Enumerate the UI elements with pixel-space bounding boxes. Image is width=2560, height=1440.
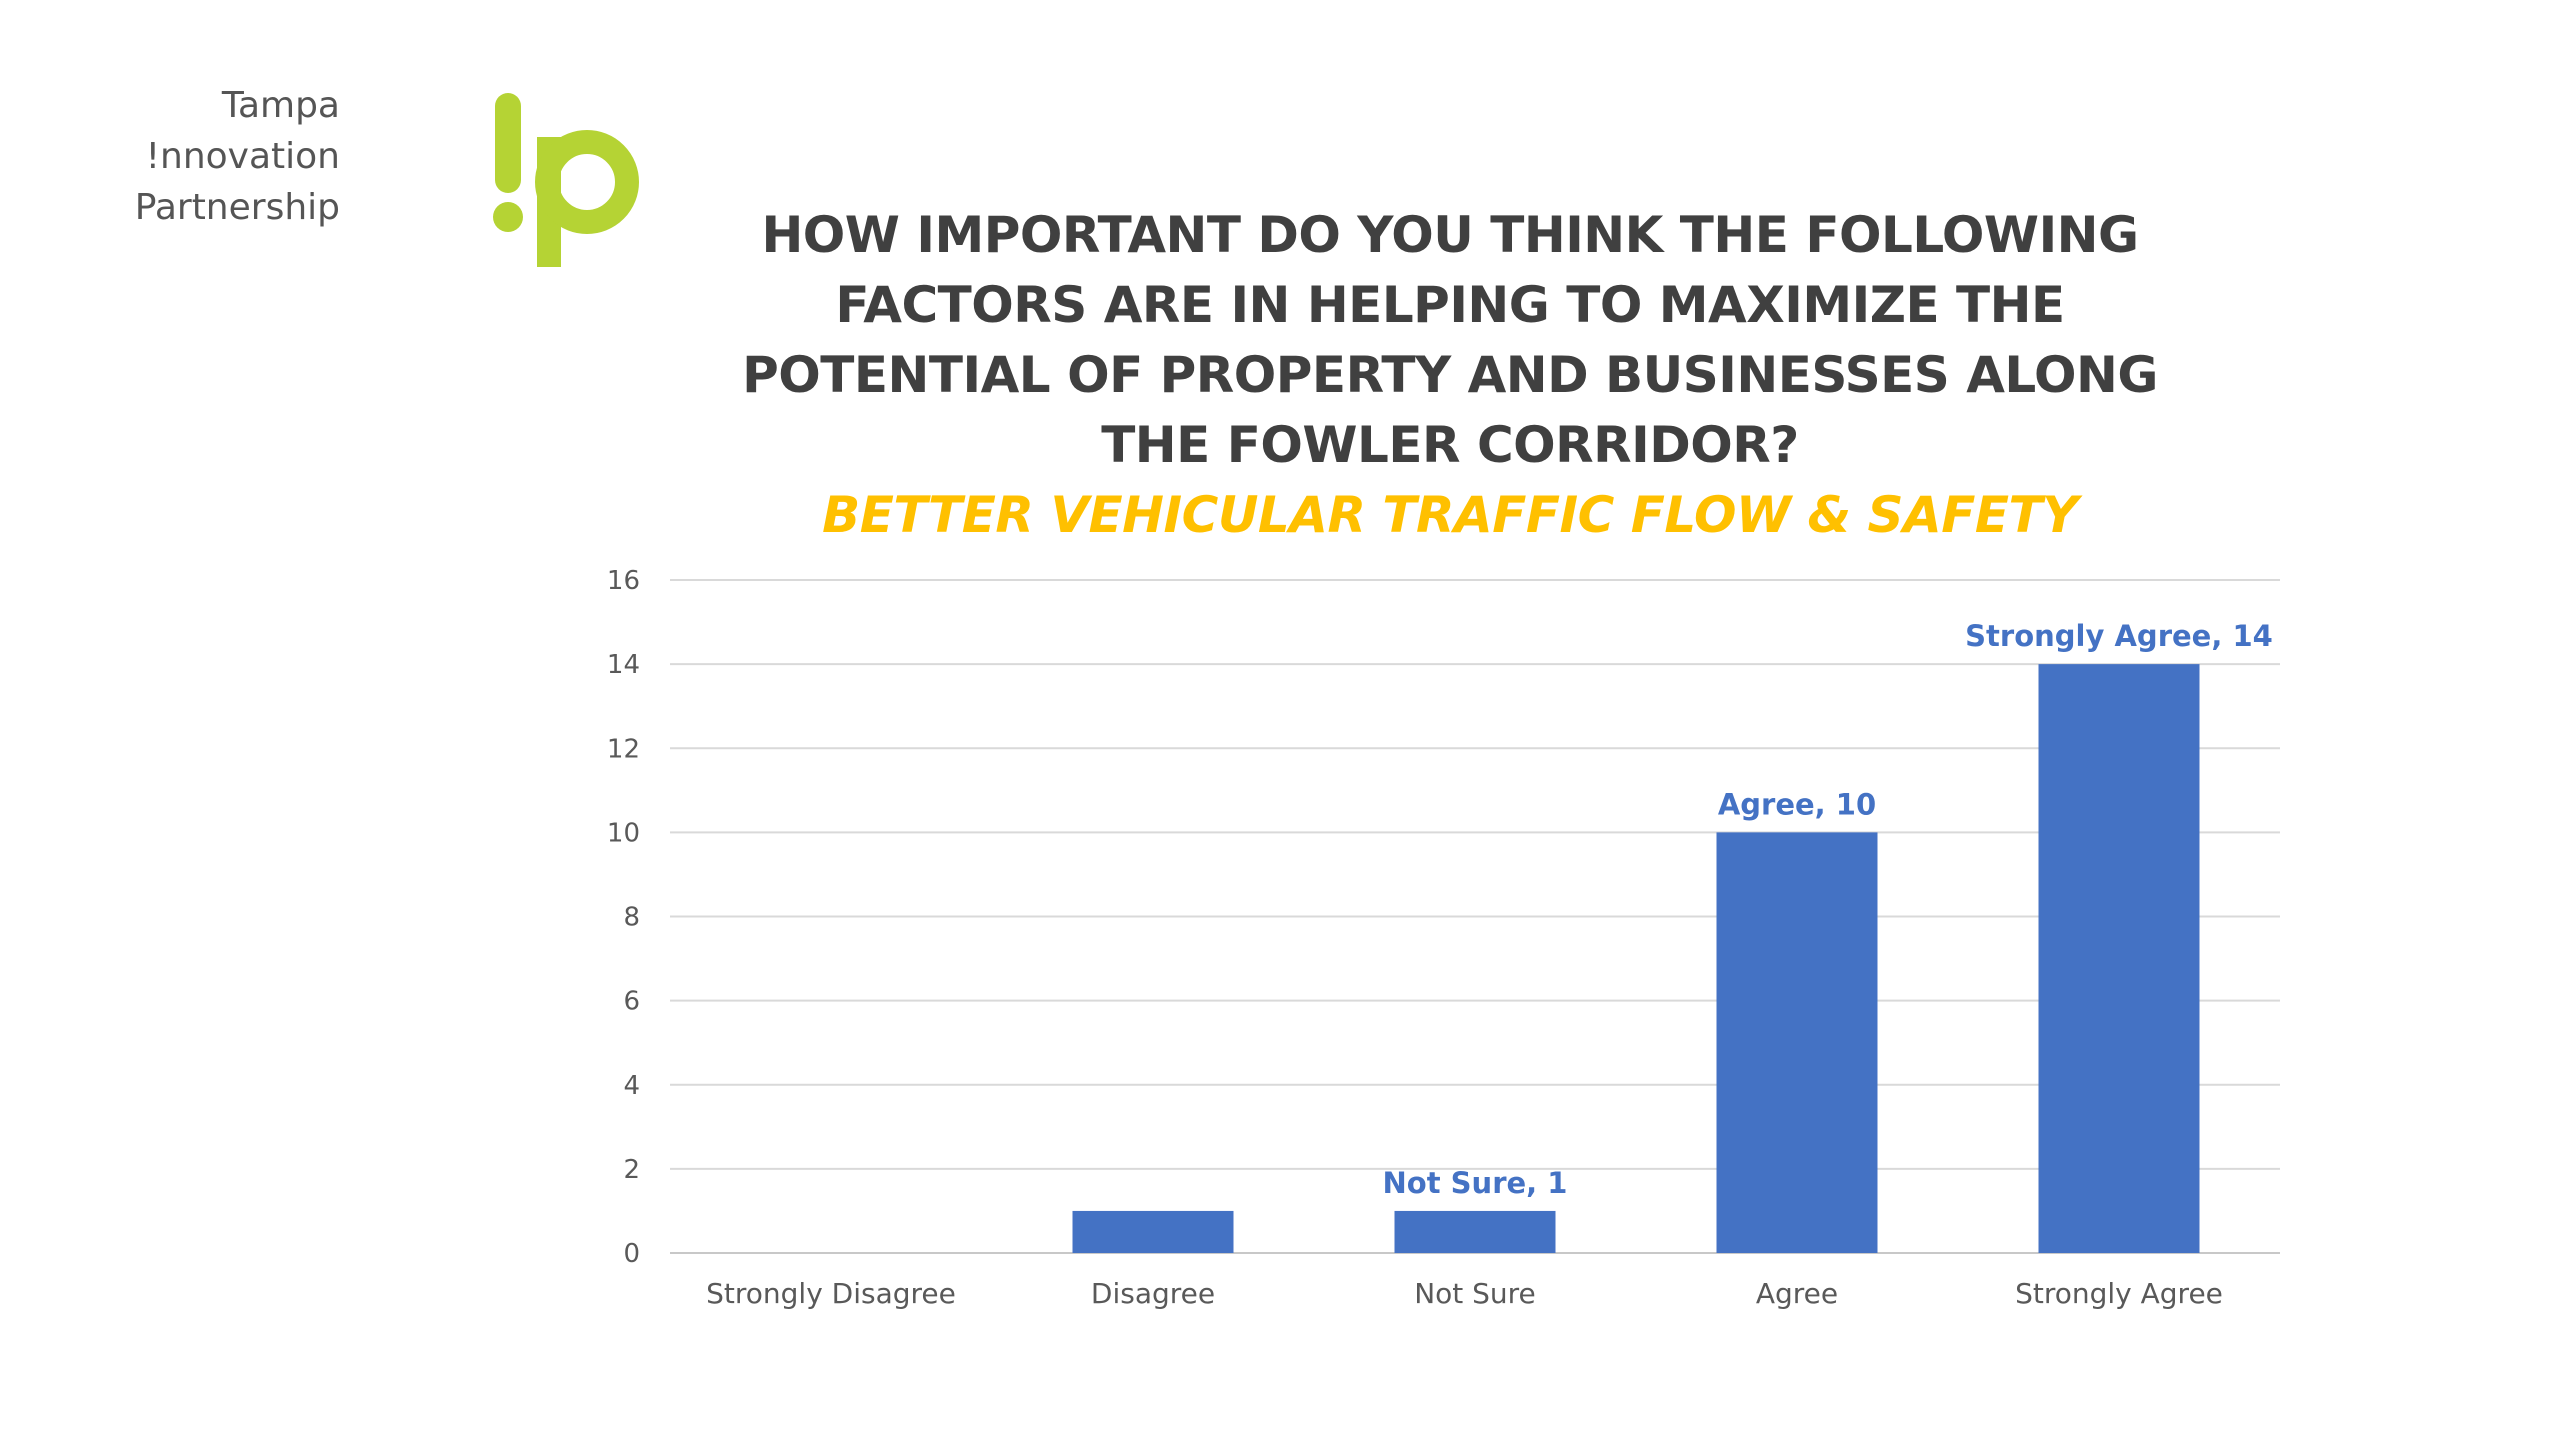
y-tick-label: 8 <box>623 903 640 933</box>
y-tick-label: 10 <box>607 818 640 848</box>
bar-not-sure <box>1394 1210 1556 1253</box>
y-tick-label: 2 <box>623 1155 640 1185</box>
bar-agree <box>1716 832 1878 1253</box>
logo-line-partnership: Partnership <box>134 187 340 228</box>
y-tick-label: 16 <box>607 566 640 596</box>
bar-disagree <box>1072 1210 1234 1253</box>
y-tick-label: 0 <box>623 1239 640 1269</box>
y-tick-label: 6 <box>623 987 640 1017</box>
y-tick-label: 12 <box>607 734 640 764</box>
bar-chart: 0 2 4 6 8 10 12 14 16 Strongly Disagree Disagree No… <box>607 566 2280 1310</box>
logo-mark-icon <box>493 93 639 267</box>
logo-line-innovation: !nnovation <box>145 136 340 177</box>
data-label: Agree, 10 <box>1718 787 1876 821</box>
tip-logo: Tampa !nnovation Partnership <box>135 80 639 280</box>
logo-text: Tampa !nnovation Partnership <box>135 80 340 233</box>
chart-title: HOW IMPORTANT DO YOU THINK THE FOLLOWING… <box>742 206 2158 474</box>
x-tick-label: Not Sure <box>1414 1277 1536 1310</box>
y-tick-label: 14 <box>607 650 640 680</box>
x-tick-label: Disagree <box>1091 1277 1215 1310</box>
x-tick-label: Agree <box>1756 1277 1838 1310</box>
data-label: Not Sure, 1 <box>1383 1166 1568 1200</box>
x-tick-label: Strongly Disagree <box>706 1277 956 1310</box>
x-tick-label: Strongly Agree <box>2015 1277 2223 1310</box>
bar-strongly-agree <box>2038 664 2200 1253</box>
logo-line-tampa: Tampa <box>221 85 340 126</box>
title-block: HOW IMPORTANT DO YOU THINK THE FOLLOWING… <box>700 200 2200 550</box>
chart-subtitle: BETTER VEHICULAR TRAFFIC FLOW & SAFETY <box>822 486 2078 544</box>
y-tick-label: 4 <box>623 1071 640 1101</box>
data-label: Strongly Agree, 14 <box>1965 619 2273 653</box>
